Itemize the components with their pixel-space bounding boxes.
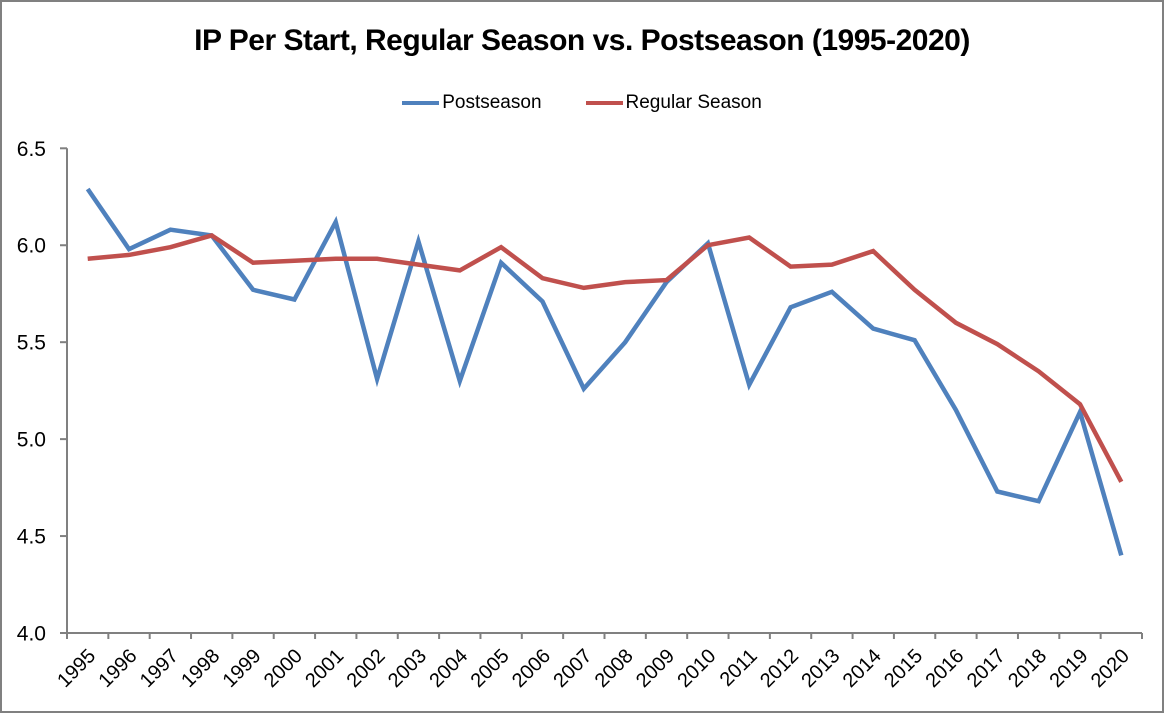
regular-season-line [87,233,1124,483]
x-tick-label: 2004 [425,645,472,692]
postseason-line [85,187,1124,557]
legend: Postseason Regular Season [2,92,1162,114]
x-tick-label: 2014 [839,645,886,692]
x-tick-label: 1998 [177,645,224,692]
y-tick-label: 4.5 [17,526,46,549]
y-tick-label: 4.0 [17,623,46,646]
x-tick-label: 2002 [343,645,390,692]
x-tick-label: 2018 [1004,645,1051,692]
legend-label-regular-season: Regular Season [625,92,762,113]
legend-item-postseason: Postseason [402,92,542,114]
x-tick-label: 2016 [921,645,968,692]
series-lines [85,187,1124,557]
x-tick-label: 2012 [756,645,803,692]
legend-item-regular-season: Regular Season [585,92,762,114]
x-tick-label: 2000 [260,645,307,692]
axis-labels: 4.04.55.05.56.06.51995199619971998199920… [17,138,1134,692]
x-tick-label: 2020 [1087,645,1134,692]
x-tick-label: 2001 [301,645,348,692]
x-tick-label: 2010 [673,645,720,692]
x-tick-label: 2009 [632,645,679,692]
regular-season-line-swatch [585,101,623,105]
x-tick-label: 2008 [591,645,638,692]
x-tick-label: 2019 [1045,645,1092,692]
chart-title: IP Per Start, Regular Season vs. Postsea… [194,24,970,57]
y-tick-label: 5.5 [17,332,46,355]
x-tick-label: 2003 [384,645,431,692]
x-tick-label: 2005 [467,645,514,692]
x-tick-label: 2006 [508,645,555,692]
postseason-line-swatch [402,101,440,105]
y-tick-label: 5.0 [17,429,46,452]
x-tick-label: 1996 [95,645,142,692]
axes [60,147,1143,639]
legend-label-postseason: Postseason [442,92,542,113]
x-tick-label: 1995 [53,645,100,692]
x-tick-label: 1997 [136,645,183,692]
x-tick-label: 2013 [797,645,844,692]
y-tick-label: 6.5 [17,138,46,161]
x-tick-label: 2011 [716,645,762,691]
x-tick-label: 2015 [880,645,927,692]
y-tick-label: 6.0 [17,235,46,258]
x-tick-label: 1999 [219,645,266,692]
x-tick-label: 2017 [963,645,1010,692]
x-tick-label: 2007 [549,645,596,692]
